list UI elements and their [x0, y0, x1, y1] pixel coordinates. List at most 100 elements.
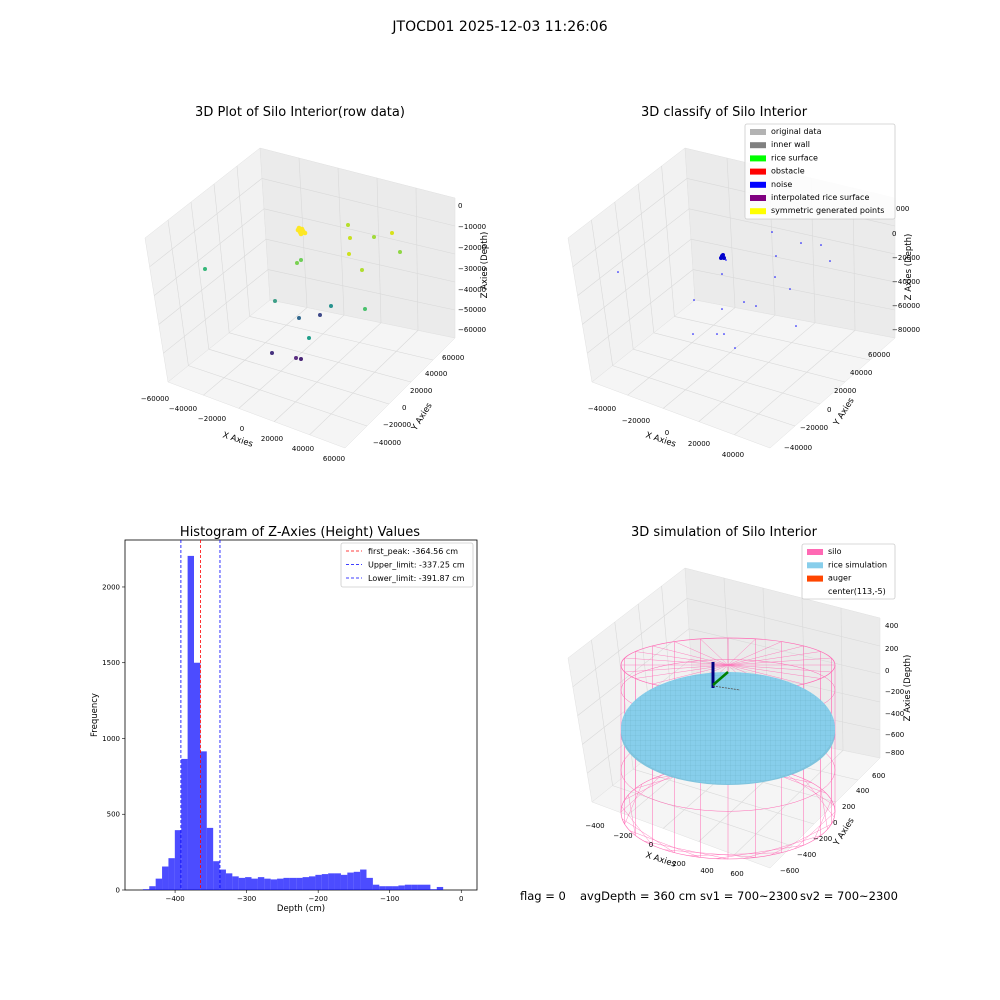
p1-ztick: −10000	[458, 223, 486, 231]
grid-line	[158, 238, 267, 325]
grid-line	[591, 219, 613, 366]
p2-xtick: −20000	[622, 417, 650, 425]
x-tick-label: −200	[309, 895, 328, 903]
p4-xtick: 600	[730, 870, 743, 878]
histogram-legend: first_peak: -364.56 cm Upper_limit: -337.…	[340, 542, 474, 588]
histogram-bar	[142, 889, 150, 890]
grid-line	[734, 750, 844, 856]
grid-line	[213, 183, 230, 333]
legend-swatch	[750, 208, 766, 215]
panel-classify-scatter: 3D classify of Silo Interior −40000 −200…	[567, 105, 920, 459]
histogram-bar	[187, 555, 194, 890]
grid-line	[612, 365, 796, 427]
silo-wire-line	[628, 794, 636, 836]
footer-status: flag = 0 avgDepth = 360 cm sv1 = 700~230…	[520, 889, 898, 903]
panel2-zlabel: Z Axies (Depth)	[904, 234, 914, 301]
histogram-bar	[232, 876, 239, 890]
p4-ytick: 400	[856, 787, 869, 795]
silo-wire-line	[770, 823, 832, 856]
histogram-bar	[340, 874, 348, 890]
silo-wire-line	[727, 638, 756, 666]
p2-ytick: 40000	[850, 369, 872, 377]
silo-wire-line	[820, 788, 828, 830]
histogram-bar	[353, 871, 361, 890]
silo-wire-line	[727, 664, 832, 673]
histogram-x-ticks: −400 −300 −200 −100 0	[165, 890, 463, 903]
silo-wire-line	[674, 641, 729, 666]
data-point	[203, 267, 207, 271]
grid-line	[637, 183, 655, 333]
figure-title: JTOCD01 2025-12-03 11:26:06	[391, 19, 607, 35]
histogram-bar	[257, 877, 265, 890]
histogram-bar	[385, 886, 393, 890]
auger-link	[712, 685, 741, 691]
p1-ytick: −20000	[383, 421, 411, 429]
p2-ytick: −40000	[784, 444, 812, 452]
legend-label: rice surface	[771, 153, 818, 162]
grid-line	[627, 307, 736, 396]
grid-line	[690, 238, 896, 283]
grid-line	[190, 201, 210, 350]
p2-ztick: −80000	[892, 326, 920, 334]
footer-avg-depth: avgDepth = 360 cm	[580, 889, 696, 903]
y-tick-label: 1000	[102, 735, 120, 743]
noise-point	[721, 273, 723, 275]
legend-swatch	[750, 168, 766, 175]
p4-xtick: 200	[672, 860, 685, 868]
data-point	[346, 223, 350, 227]
data-point	[294, 356, 298, 360]
panel1-ylabel: Y Axies	[409, 401, 435, 434]
grid-line	[163, 269, 269, 354]
histogram-bar	[411, 884, 418, 890]
auger-arm	[712, 671, 729, 686]
noise-point	[755, 305, 757, 307]
p2-xtick: −40000	[588, 405, 616, 413]
x-tick-label: −400	[165, 895, 184, 903]
grid-line	[688, 628, 881, 675]
grid-line	[572, 598, 688, 688]
legend-label: original data	[771, 127, 822, 136]
panel1-title: 3D Plot of Silo Interior(row data)	[195, 105, 405, 120]
data-point	[299, 258, 303, 262]
grid-line	[582, 238, 692, 325]
silo-wire-line	[727, 651, 821, 666]
noise-point	[820, 244, 822, 246]
panel4-y-ticks: −600 −400 −200 0 200 400 600	[780, 772, 885, 875]
data-point	[302, 230, 308, 236]
silo-wire-line	[624, 657, 729, 666]
data-point	[299, 357, 303, 361]
p4-ytick: 0	[833, 819, 837, 827]
noise-point	[692, 333, 694, 335]
silo-wire-line	[715, 845, 804, 859]
legend-swatch	[750, 195, 766, 201]
histogram-xlabel: Depth (cm)	[277, 904, 325, 914]
histogram-bar	[206, 827, 214, 890]
histogram-bar	[219, 869, 226, 890]
silo-wire-line	[620, 775, 662, 813]
silo-wire-line	[794, 811, 836, 849]
x-tick-label: −100	[380, 895, 399, 903]
histogram-bar	[155, 878, 163, 890]
panel4-legend-frame	[801, 543, 896, 600]
p2-xtick: 40000	[722, 451, 744, 459]
grid-line	[612, 785, 793, 847]
silo-wire-line	[629, 830, 701, 858]
panel3-title: Histogram of Z-Axies (Height) Values	[180, 525, 420, 540]
grid-line	[249, 316, 434, 361]
silo-wire-line	[624, 783, 643, 825]
silo-wire-line	[688, 852, 782, 856]
histogram-bar	[213, 861, 220, 890]
grid-line	[591, 639, 613, 786]
legend-label: center(113,-5)	[828, 587, 886, 596]
auger	[711, 662, 741, 691]
noise-point	[743, 301, 745, 303]
p2-ytick: 0	[827, 406, 831, 414]
noise-point	[789, 288, 791, 290]
noise-point	[734, 347, 736, 349]
panel-histogram: Histogram of Z-Axies (Height) Values −40…	[90, 525, 478, 914]
grid-line	[688, 208, 896, 255]
legend-swatch	[807, 575, 823, 582]
panel1-pane-floor	[167, 299, 456, 449]
p1-ztick: −20000	[458, 244, 486, 252]
